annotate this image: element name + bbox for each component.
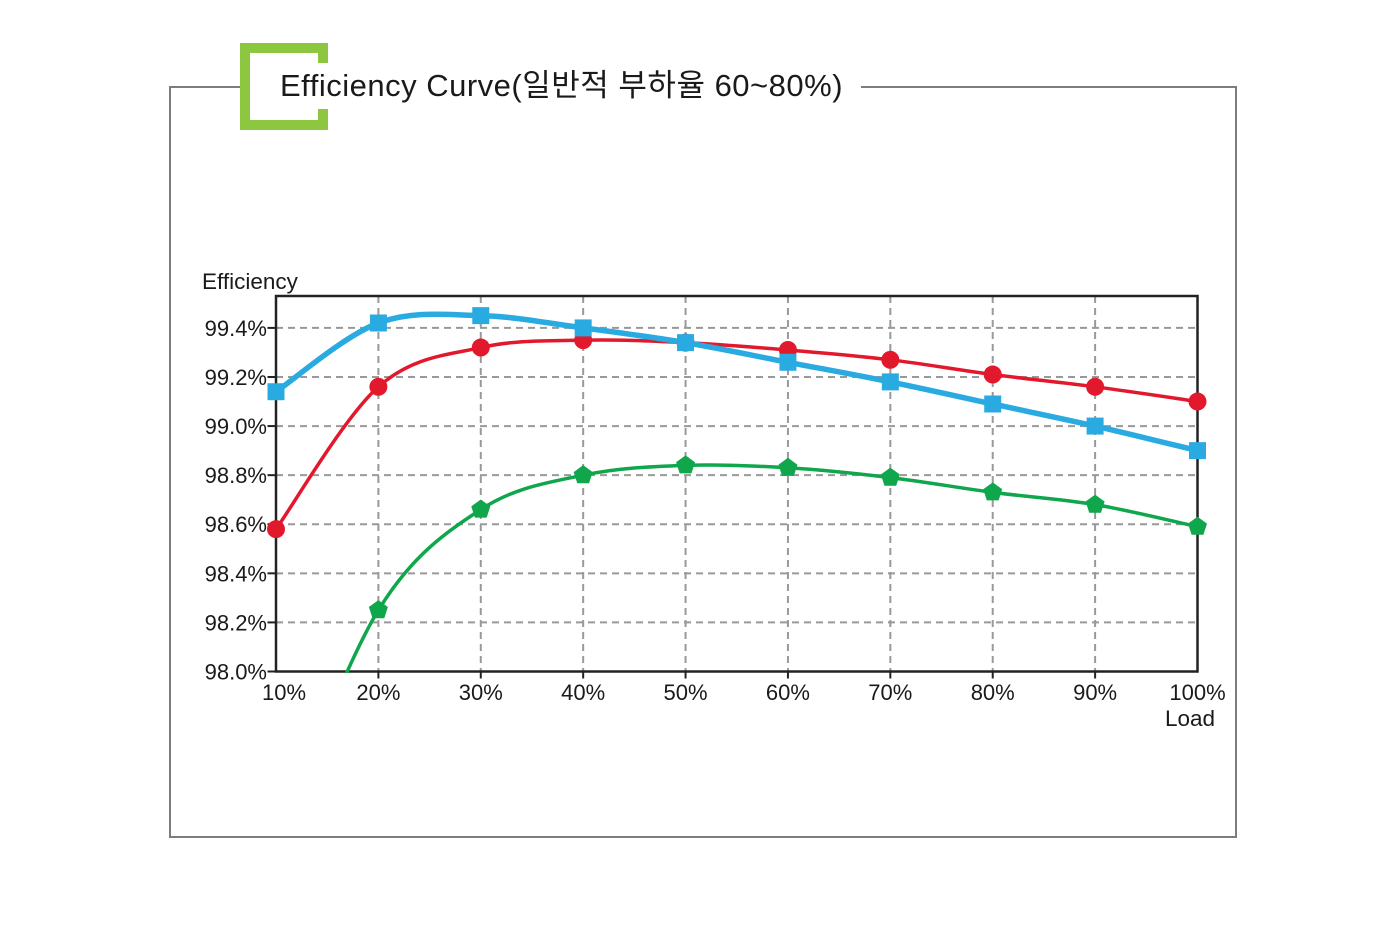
y-axis-title: Efficiency xyxy=(202,269,299,294)
y-tick-label: 98.8% xyxy=(205,463,267,488)
page-title: Efficiency Curve(일반적 부하율 60~80%) xyxy=(280,63,858,109)
series-1-marker-square xyxy=(881,373,899,391)
x-tick-label: 10% xyxy=(262,680,306,705)
series-3-marker-pentagon xyxy=(676,455,696,474)
series-3-marker-pentagon xyxy=(880,467,900,486)
bracket-stub-bottom xyxy=(318,107,328,120)
series-2-marker-circle xyxy=(1086,377,1105,396)
y-tick-label: 98.2% xyxy=(205,610,267,635)
series-2-marker-circle xyxy=(471,338,490,357)
y-tick-label: 98.0% xyxy=(205,660,267,685)
x-tick-label: 20% xyxy=(356,680,400,705)
series-3-marker-pentagon xyxy=(471,499,491,518)
series-2-marker-circle xyxy=(881,350,900,369)
y-tick-label: 99.4% xyxy=(205,316,267,341)
bracket-stub-top xyxy=(318,53,328,66)
series-1-marker-square xyxy=(779,353,797,371)
series-1-line xyxy=(273,311,1201,454)
series-3-marker-pentagon xyxy=(368,600,388,619)
x-tick-label: 60% xyxy=(766,680,810,705)
series-3-marker-pentagon xyxy=(573,465,593,484)
series-1-marker-square xyxy=(1086,417,1104,435)
series-2-marker-circle xyxy=(983,365,1002,384)
series-3-line xyxy=(344,463,1200,673)
x-tick-label: 90% xyxy=(1073,680,1117,705)
series-3-marker-pentagon xyxy=(983,482,1003,501)
x-tick-label: 50% xyxy=(664,680,708,705)
x-axis-title: Load xyxy=(1165,706,1215,731)
series-2-marker-circle xyxy=(267,520,285,539)
series-1-marker-square xyxy=(1189,442,1206,460)
x-tick-label: 100% xyxy=(1169,680,1225,705)
series-1-marker-square xyxy=(984,395,1002,413)
y-tick-label: 98.4% xyxy=(205,561,267,586)
x-tick-label: 40% xyxy=(561,680,605,705)
series-1-marker-square xyxy=(574,319,592,337)
y-tick-label: 98.6% xyxy=(205,512,267,537)
y-tick-label: 99.2% xyxy=(205,365,267,390)
plot-border xyxy=(274,294,1199,673)
series-1-marker-square xyxy=(267,383,285,401)
series-1-marker-square xyxy=(677,334,695,352)
x-tick-label: 70% xyxy=(868,680,912,705)
series-2-line xyxy=(274,338,1200,531)
series-3-marker-pentagon xyxy=(1085,494,1105,513)
title-bracket-icon xyxy=(240,43,328,130)
x-tick-label: 30% xyxy=(459,680,503,705)
series-3-marker-pentagon xyxy=(778,457,798,476)
x-tick-label: 80% xyxy=(971,680,1015,705)
series-1-marker-square xyxy=(472,307,490,325)
series-2-marker-circle xyxy=(369,377,388,396)
series-2-marker-circle xyxy=(1188,392,1207,411)
series-1-marker-square xyxy=(369,314,387,332)
series-3-marker-pentagon xyxy=(1187,516,1208,535)
y-tick-label: 99.0% xyxy=(205,414,267,439)
